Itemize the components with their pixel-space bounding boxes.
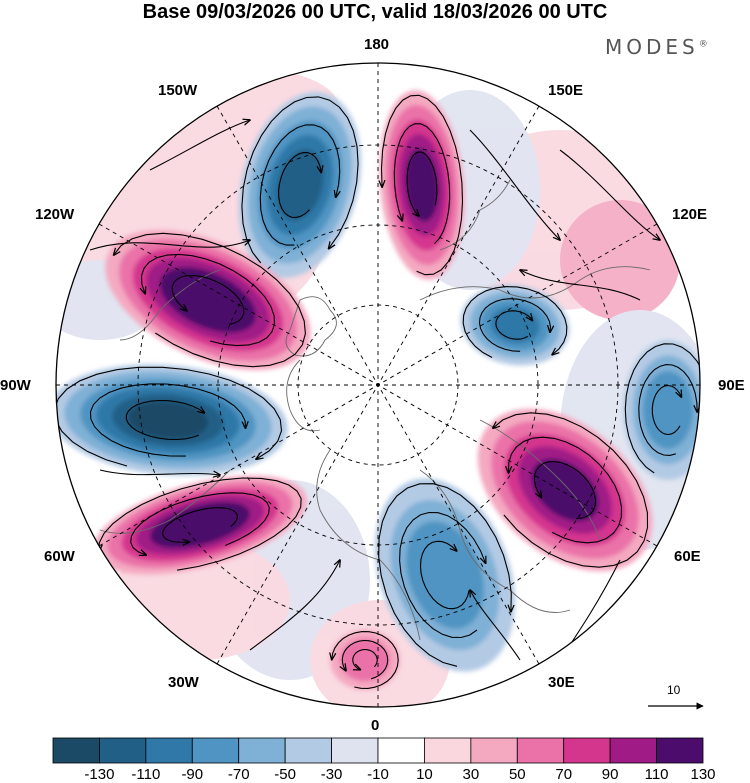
streamline — [419, 540, 470, 610]
colorbar-tick-label: 30 — [462, 766, 480, 783]
map-boundary — [55, 62, 701, 708]
colorbar-bin — [238, 737, 286, 764]
colorbar-tick-label: 130 — [690, 766, 716, 783]
colorbar-bin — [145, 737, 193, 764]
streamline — [470, 590, 521, 661]
streamline — [638, 364, 697, 456]
colorbar-tick-label: -130 — [84, 766, 115, 783]
colorbar-bin — [424, 737, 472, 764]
streamline — [651, 384, 681, 436]
colorbar-tick-label: 90 — [601, 766, 619, 783]
streamline — [352, 648, 378, 670]
colorbar — [52, 737, 704, 764]
colorbar-bin — [516, 737, 565, 764]
graticule — [56, 63, 700, 707]
colorbar-bin — [284, 737, 332, 764]
logo-text: MODES — [605, 35, 699, 59]
modes-logo: MODES® — [605, 35, 708, 59]
anomaly-center — [105, 229, 311, 371]
streamline — [130, 492, 270, 555]
streamline — [125, 399, 204, 441]
anomaly-field — [56, 63, 700, 707]
streamline — [378, 483, 512, 667]
anomaly-center — [379, 90, 465, 280]
anomaly-center — [477, 408, 653, 572]
lon-label-90e: 90E — [718, 377, 745, 394]
colorbar-tick-label: 110 — [644, 766, 669, 783]
lon-label-60e: 60E — [674, 548, 701, 565]
lon-label-120w: 120W — [35, 206, 75, 223]
lon-label-120e: 120E — [672, 206, 708, 223]
streamline — [462, 286, 568, 358]
colorbar-bin — [191, 737, 240, 764]
colorbar-tick-label: -30 — [320, 766, 343, 783]
streamline — [332, 631, 399, 689]
colorbar-tick-label: -50 — [274, 766, 296, 783]
lon-label-0: 0 — [371, 717, 380, 734]
polar-map — [55, 62, 704, 710]
colorbar-bin — [656, 737, 704, 764]
colorbar-bin — [609, 737, 657, 764]
lon-label-90w: 90W — [0, 377, 31, 394]
streamline — [149, 120, 250, 171]
streamline — [478, 298, 551, 352]
colorbar-tick-label: -90 — [181, 766, 204, 783]
wind-streamlines — [56, 94, 700, 689]
streamline — [99, 477, 302, 571]
anomaly-center — [56, 364, 288, 476]
reference-vector-label: 10 — [667, 683, 681, 697]
anomaly-center — [93, 475, 307, 575]
anomaly-center — [460, 284, 570, 366]
colorbar-tick-label: 10 — [416, 766, 433, 783]
anomaly-center — [238, 92, 362, 278]
colorbar-tick-label: 50 — [508, 766, 526, 783]
streamline — [493, 412, 649, 568]
streamline — [114, 232, 306, 368]
lon-label-30e: 30E — [548, 674, 575, 691]
map-title: Base 09/03/2026 00 UTC, valid 18/03/2026… — [142, 1, 608, 23]
streamline — [520, 270, 641, 301]
lon-label-150w: 150W — [158, 82, 198, 99]
streamline — [393, 123, 451, 244]
streamline — [624, 343, 700, 474]
streamline — [99, 469, 220, 475]
streamline — [406, 151, 438, 216]
anomaly-center — [623, 340, 700, 480]
colorbar-tick-label: -70 — [227, 766, 250, 783]
streamline — [89, 383, 246, 457]
lon-label-180: 180 — [364, 36, 390, 53]
streamline — [469, 129, 560, 240]
streamline — [162, 507, 238, 543]
colorbar-bin — [331, 737, 379, 764]
streamline — [509, 436, 623, 544]
registered-mark: ® — [698, 39, 708, 50]
streamline — [342, 639, 389, 680]
coastlines — [99, 179, 651, 641]
streamline — [278, 152, 322, 218]
streamline — [399, 511, 486, 639]
streamline — [171, 274, 245, 325]
streamline — [142, 253, 276, 347]
colorbar-bin — [470, 737, 518, 764]
colorbar-tick-label: 70 — [555, 766, 573, 783]
streamline — [241, 96, 359, 264]
lon-label-150e: 150E — [548, 82, 584, 99]
streamline — [89, 240, 250, 251]
lon-label-30w: 30W — [168, 674, 199, 691]
streamline — [259, 124, 339, 246]
colorbar-bin — [377, 737, 425, 764]
streamline — [559, 149, 660, 240]
colorbar-bin — [52, 737, 100, 764]
colorbar-bin — [563, 737, 611, 764]
colorbar-tick-label: -10 — [367, 766, 389, 783]
anomaly-center — [330, 630, 400, 690]
lon-label-60w: 60W — [44, 548, 75, 565]
colorbar-bin — [99, 737, 147, 764]
colorbar-tick-label: -110 — [131, 766, 161, 783]
streamline — [382, 94, 464, 276]
streamline — [249, 560, 340, 651]
